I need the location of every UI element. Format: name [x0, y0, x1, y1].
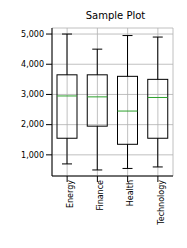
svg-text:Health: Health: [126, 180, 135, 206]
svg-text:Energy: Energy: [66, 180, 75, 208]
svg-text:2,000: 2,000: [21, 120, 44, 129]
svg-text:Technology: Technology: [157, 180, 166, 226]
html-text:Sample Plot: Sample Plot: [85, 10, 146, 21]
svg-text:Finance: Finance: [96, 180, 105, 211]
svg-text:4,000: 4,000: [21, 60, 44, 69]
svg-text:1,000: 1,000: [21, 151, 44, 160]
svg-text:3,000: 3,000: [21, 90, 44, 99]
svg-text:5,000: 5,000: [21, 30, 44, 39]
